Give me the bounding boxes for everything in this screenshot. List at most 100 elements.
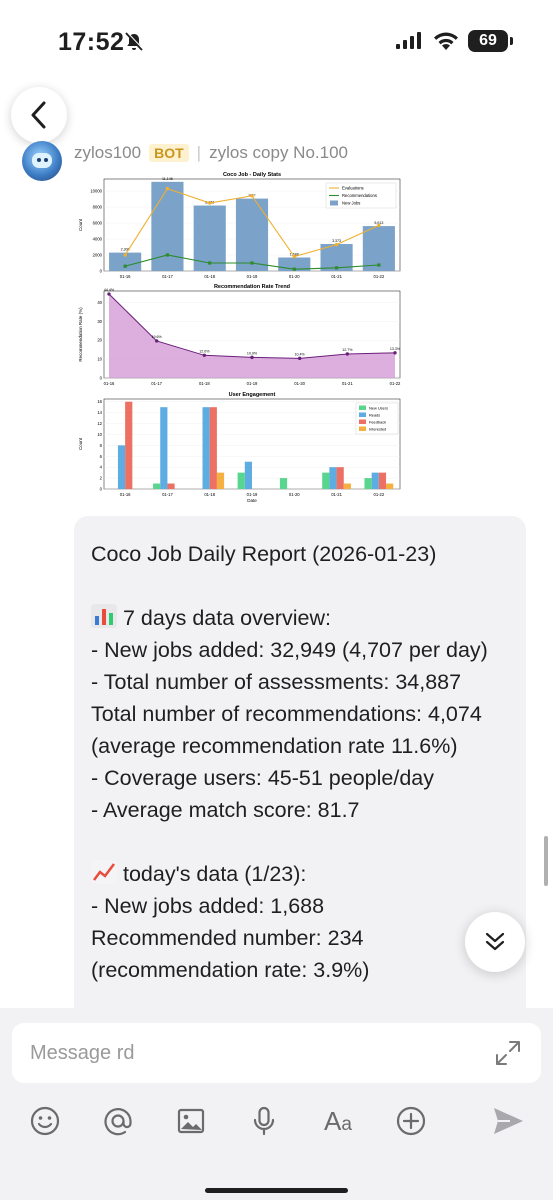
expand-icon[interactable] [493, 1038, 523, 1068]
rate-point [202, 353, 207, 358]
blank-line [91, 570, 510, 602]
scroll-to-bottom-button[interactable] [465, 912, 525, 972]
send-button[interactable] [488, 1101, 528, 1141]
x-tick-label: 01-22 [373, 274, 384, 279]
chart-image[interactable]: Coco Job - Daily Stats Count 0 2000 4000 6000… [74, 166, 414, 506]
wifi-icon [434, 32, 458, 50]
y-tick-label: 16 [97, 399, 102, 404]
bar-new-users [364, 478, 372, 489]
bar-data-label: 3,373 [332, 239, 341, 243]
y-tick-label: 2000 [93, 253, 103, 258]
scrollbar[interactable] [544, 836, 548, 886]
y-tick-label: 2 [100, 476, 103, 481]
y-tick-label: 8000 [93, 205, 103, 210]
recommendations-point [250, 261, 254, 265]
y-tick-label: 8 [100, 443, 103, 448]
at-sign-icon [104, 1108, 132, 1136]
bar-chart-emoji-icon [91, 604, 117, 628]
avatar-face [32, 153, 52, 168]
overview-coverage: - Coverage users: 45-51 people/day [91, 766, 435, 790]
battery-level: 69 [468, 30, 513, 52]
separator: | [196, 143, 202, 162]
evaluations-point [334, 242, 339, 247]
sender-name[interactable]: zylos100 [74, 143, 142, 162]
rate-point [154, 339, 159, 343]
overview-new-jobs: - New jobs added: 32,949 (4,707 per day) [91, 638, 488, 662]
blank-line [91, 826, 510, 858]
mention-button[interactable] [98, 1101, 138, 1141]
rate-point [393, 351, 397, 355]
recommendations-point [165, 253, 170, 257]
x-tick-label: 01-18 [204, 274, 215, 279]
bar-reads [202, 407, 210, 489]
smiley-icon [30, 1106, 60, 1136]
legend-swatch [359, 405, 366, 410]
bar-feedback [209, 407, 217, 489]
evaluations-point [250, 194, 254, 198]
x-tick-label: 01-22 [390, 381, 401, 386]
today-rate: (recommendation rate: 3.9%) [91, 958, 370, 982]
y-tick-label: 0 [100, 269, 103, 274]
evaluations-point [208, 201, 212, 205]
rate-data-label: 19.6% [152, 335, 163, 339]
today-heading: today's data (1/23): [123, 862, 307, 886]
bar-new-users [279, 478, 288, 489]
status-bar: 17:52 69 [0, 0, 553, 84]
bar-feedback [167, 483, 175, 489]
x-tick-label: 01-18 [199, 381, 210, 386]
bar-interested [216, 472, 225, 489]
voice-button[interactable] [244, 1101, 284, 1141]
emoji-button[interactable] [25, 1101, 65, 1141]
status-time: 17:52 [58, 28, 125, 56]
text-format-button[interactable]: Aa [318, 1101, 358, 1141]
y-tick-label: 6000 [93, 221, 103, 226]
y-tick-label: 4 [100, 465, 103, 470]
rate-point [107, 292, 111, 296]
evaluations-point [165, 186, 170, 191]
legend-label: Reads [369, 412, 380, 417]
y-axis-label: Recommendation Rate (%) [78, 307, 83, 362]
overview-assessments: - Total number of assessments: 34,887 [91, 670, 462, 694]
x-tick-label: 01-21 [331, 274, 342, 279]
bar-new-users [322, 472, 330, 489]
bar-feedback [125, 401, 133, 489]
bot-avatar[interactable] [22, 141, 62, 181]
image-button[interactable] [171, 1101, 211, 1141]
legend-swatch [359, 419, 366, 424]
avatar-eye [37, 158, 41, 162]
image-icon [177, 1108, 205, 1134]
evaluations-point [377, 223, 381, 228]
y-tick-label: 6 [100, 454, 103, 459]
x-tick-label: 01-18 [204, 492, 215, 497]
cellular-signal-icon [396, 32, 421, 49]
legend-label: Interested [369, 426, 386, 431]
bar-data-label: 2,300 [121, 248, 130, 252]
x-tick-label: 01-20 [289, 492, 300, 497]
bar-interested [386, 483, 394, 489]
message-input[interactable] [12, 1023, 541, 1083]
bar-new-users [237, 472, 245, 489]
y-tick-label: 40 [97, 300, 102, 305]
x-tick-label: 01-17 [162, 492, 173, 497]
chart-title: Recommendation Rate Trend [214, 284, 290, 290]
sender-subtitle: zylos copy No.100 [209, 143, 348, 162]
overview-heading: 7 days data overview: [123, 606, 331, 630]
double-chevron-down-icon [485, 932, 505, 951]
back-button[interactable] [11, 87, 67, 143]
today-new-jobs: - New jobs added: 1,688 [91, 894, 325, 918]
evaluations-point [123, 253, 127, 257]
message-bubble[interactable]: Coco Job Daily Report (2026-01-23) 7 day… [74, 516, 526, 1036]
add-button[interactable] [391, 1101, 431, 1141]
bar-reads [329, 467, 337, 489]
rate-point [297, 356, 302, 361]
bar-data-label: 5,613 [374, 221, 383, 225]
recommendations-point [208, 261, 212, 265]
x-axis-label: Date [247, 498, 257, 503]
legend-swatch [359, 412, 366, 417]
rate-point [250, 355, 254, 360]
recommendations-point [377, 263, 381, 267]
avatar-eye [44, 158, 48, 162]
recommendations-point [292, 267, 296, 271]
y-axis-label: Count [78, 437, 83, 450]
